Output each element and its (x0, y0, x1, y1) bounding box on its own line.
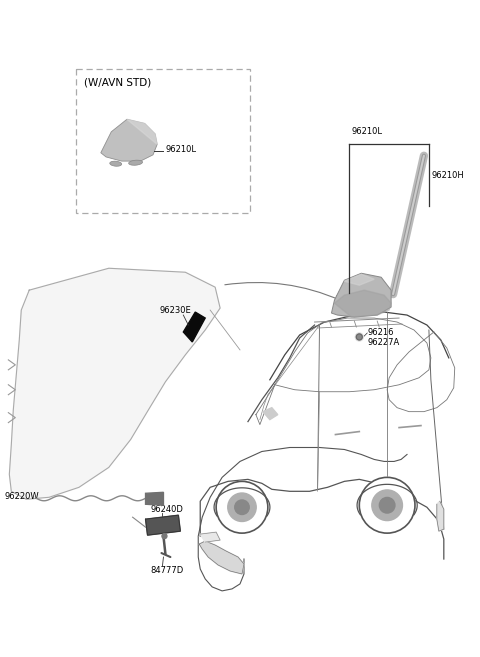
Ellipse shape (110, 161, 121, 166)
FancyBboxPatch shape (76, 69, 250, 214)
Polygon shape (344, 274, 374, 285)
Text: 96220W: 96220W (4, 492, 39, 501)
Circle shape (216, 482, 268, 533)
Text: 96240D: 96240D (151, 505, 183, 514)
Polygon shape (9, 268, 220, 499)
Text: 96230E: 96230E (159, 306, 191, 315)
Circle shape (356, 334, 362, 340)
Text: 96210L: 96210L (166, 145, 196, 154)
Polygon shape (145, 492, 164, 505)
Text: 96227A: 96227A (367, 338, 399, 348)
Text: 96210L: 96210L (351, 127, 383, 136)
Polygon shape (145, 515, 180, 535)
PathPatch shape (332, 273, 391, 317)
PathPatch shape (101, 120, 157, 161)
Polygon shape (200, 532, 220, 542)
Circle shape (355, 333, 363, 341)
Polygon shape (199, 541, 244, 574)
Text: 96210H: 96210H (432, 171, 465, 180)
Circle shape (372, 490, 402, 520)
Text: 84777D: 84777D (151, 566, 184, 576)
Circle shape (162, 533, 167, 539)
Polygon shape (183, 312, 205, 342)
Text: (W/AVN STD): (W/AVN STD) (84, 77, 151, 87)
Circle shape (360, 478, 415, 533)
Polygon shape (127, 120, 157, 145)
Circle shape (228, 493, 256, 522)
Polygon shape (263, 407, 278, 420)
Polygon shape (335, 290, 391, 317)
Circle shape (379, 497, 395, 513)
Circle shape (235, 500, 249, 514)
Text: 96216: 96216 (367, 328, 394, 338)
Ellipse shape (129, 160, 143, 166)
Polygon shape (437, 501, 444, 531)
